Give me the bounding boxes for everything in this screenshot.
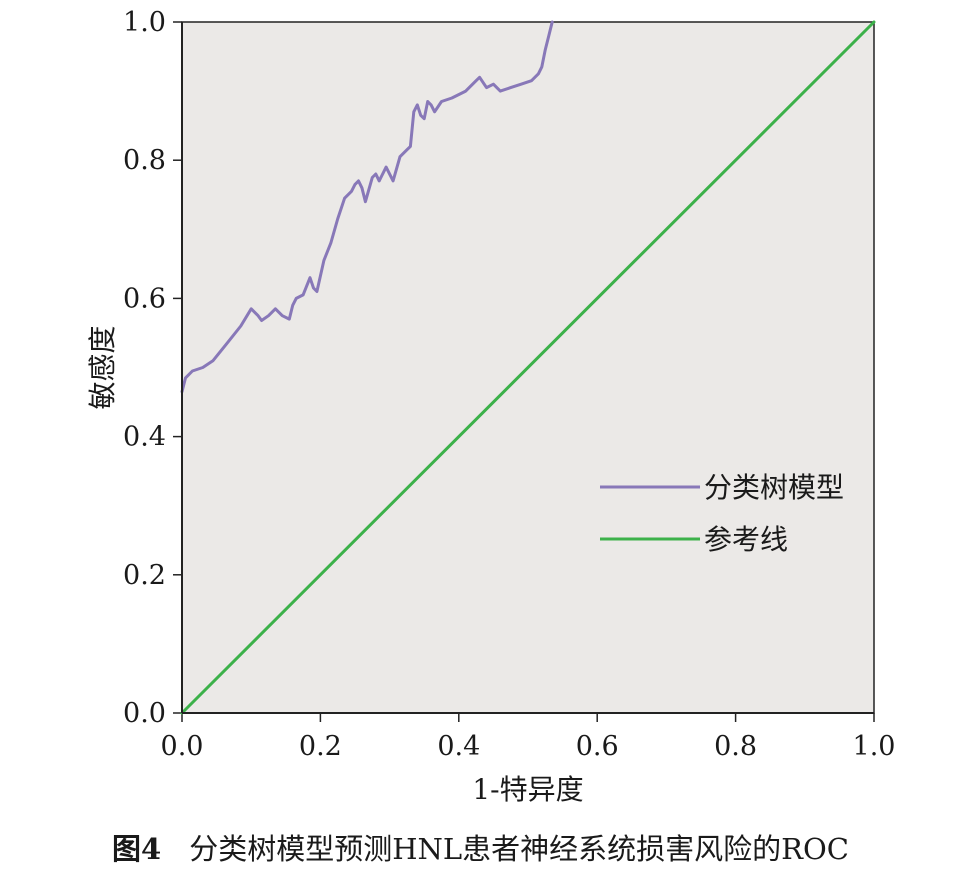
x-tick-label: 0.4 (437, 731, 480, 762)
reference-line (180, 20, 876, 715)
figure-caption-text: 分类树模型预测HNL患者神经系统损害风险的ROC (189, 832, 849, 866)
series-layer (180, 20, 876, 715)
x-tick-labels: 0.0 0.2 0.4 0.6 0.8 1.0 (161, 731, 896, 762)
x-tick-label: 0.2 (299, 731, 342, 762)
x-tick-label: 1.0 (853, 731, 896, 762)
figure-caption: 图4 分类树模型预测HNL患者神经系统损害风险的ROC (0, 826, 961, 868)
x-tick-label: 0.8 (714, 731, 757, 762)
y-tick-label: 0.2 (123, 560, 166, 591)
y-tick-label: 0.4 (123, 422, 166, 453)
legend-label: 分类树模型 (704, 471, 844, 504)
figure-number: 图4 (112, 832, 162, 866)
x-axis-title: 1-特异度 (472, 773, 583, 806)
y-tick-label: 0.6 (123, 283, 166, 314)
legend-label: 参考线 (704, 523, 788, 556)
y-tick-label: 0.0 (123, 698, 166, 729)
x-tick-label: 0.6 (576, 731, 619, 762)
y-tick-labels: 0.0 0.2 0.4 0.6 0.8 1.0 (123, 7, 166, 729)
y-tick-label: 1.0 (123, 7, 166, 38)
x-tick-label: 0.0 (161, 731, 204, 762)
roc-curve-line (180, 20, 554, 394)
y-axis-title: 敏感度 (86, 325, 119, 409)
y-tick-label: 0.8 (123, 145, 166, 176)
roc-chart: 0.0 0.2 0.4 0.6 0.8 1.0 0.0 0.2 0.4 0.6 0.8 1.0 1-… (86, 7, 896, 806)
